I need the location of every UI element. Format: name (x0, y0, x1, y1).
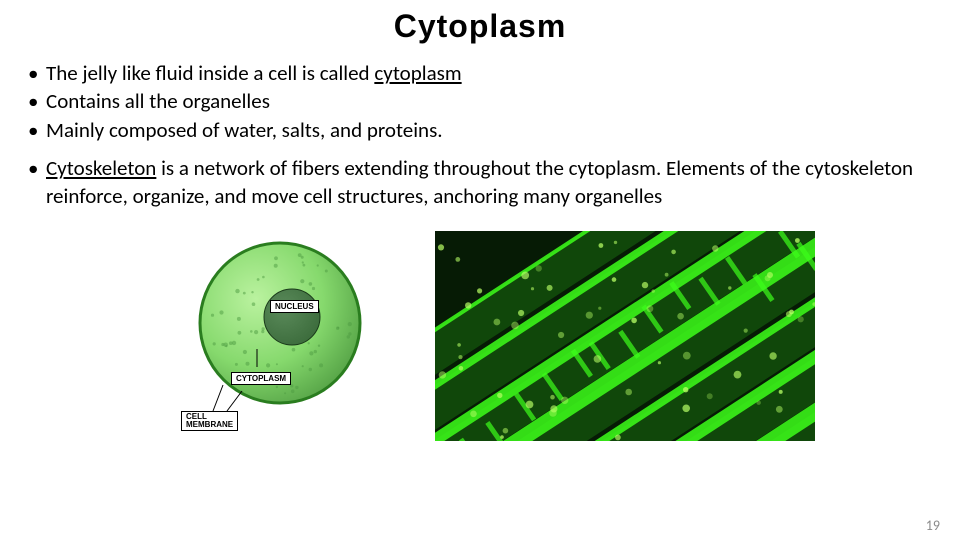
bullet-text-post: is a network of fibers extending through… (46, 155, 913, 209)
bullet-item: Contains all the organelles (28, 87, 932, 115)
slide-number: 19 (926, 517, 940, 534)
figures-row: NUCLEUS CYTOPLASM CELL MEMBRANE (28, 231, 932, 446)
bullet-text-pre: The jelly like fluid inside a cell is ca… (46, 60, 374, 86)
bullet-item: Mainly composed of water, salts, and pro… (28, 116, 932, 144)
slide-title: Cytoplasm (0, 8, 960, 45)
bullet-term: Cytoskeleton (46, 155, 156, 181)
cytoplasm-label: CYTOPLASM (231, 372, 291, 385)
bullet-group-2: Cytoskeleton is a network of fibers exte… (28, 154, 932, 211)
cell-diagram: NUCLEUS CYTOPLASM CELL MEMBRANE (145, 233, 405, 443)
bullet-term: cytoplasm (374, 60, 461, 86)
bullet-text: Mainly composed of water, salts, and pro… (46, 117, 443, 143)
cell-membrane-label: CELL MEMBRANE (181, 411, 238, 431)
bullet-item: Cytoskeleton is a network of fibers exte… (28, 154, 932, 211)
nucleus-label: NUCLEUS (270, 300, 319, 313)
microscope-svg (435, 231, 815, 441)
bullet-group-1: The jelly like fluid inside a cell is ca… (28, 59, 932, 144)
cell-svg (145, 233, 405, 438)
bullet-item: The jelly like fluid inside a cell is ca… (28, 59, 932, 87)
bullet-text: Contains all the organelles (46, 88, 270, 114)
slide-content: The jelly like fluid inside a cell is ca… (0, 45, 960, 446)
microscope-image (435, 231, 815, 446)
